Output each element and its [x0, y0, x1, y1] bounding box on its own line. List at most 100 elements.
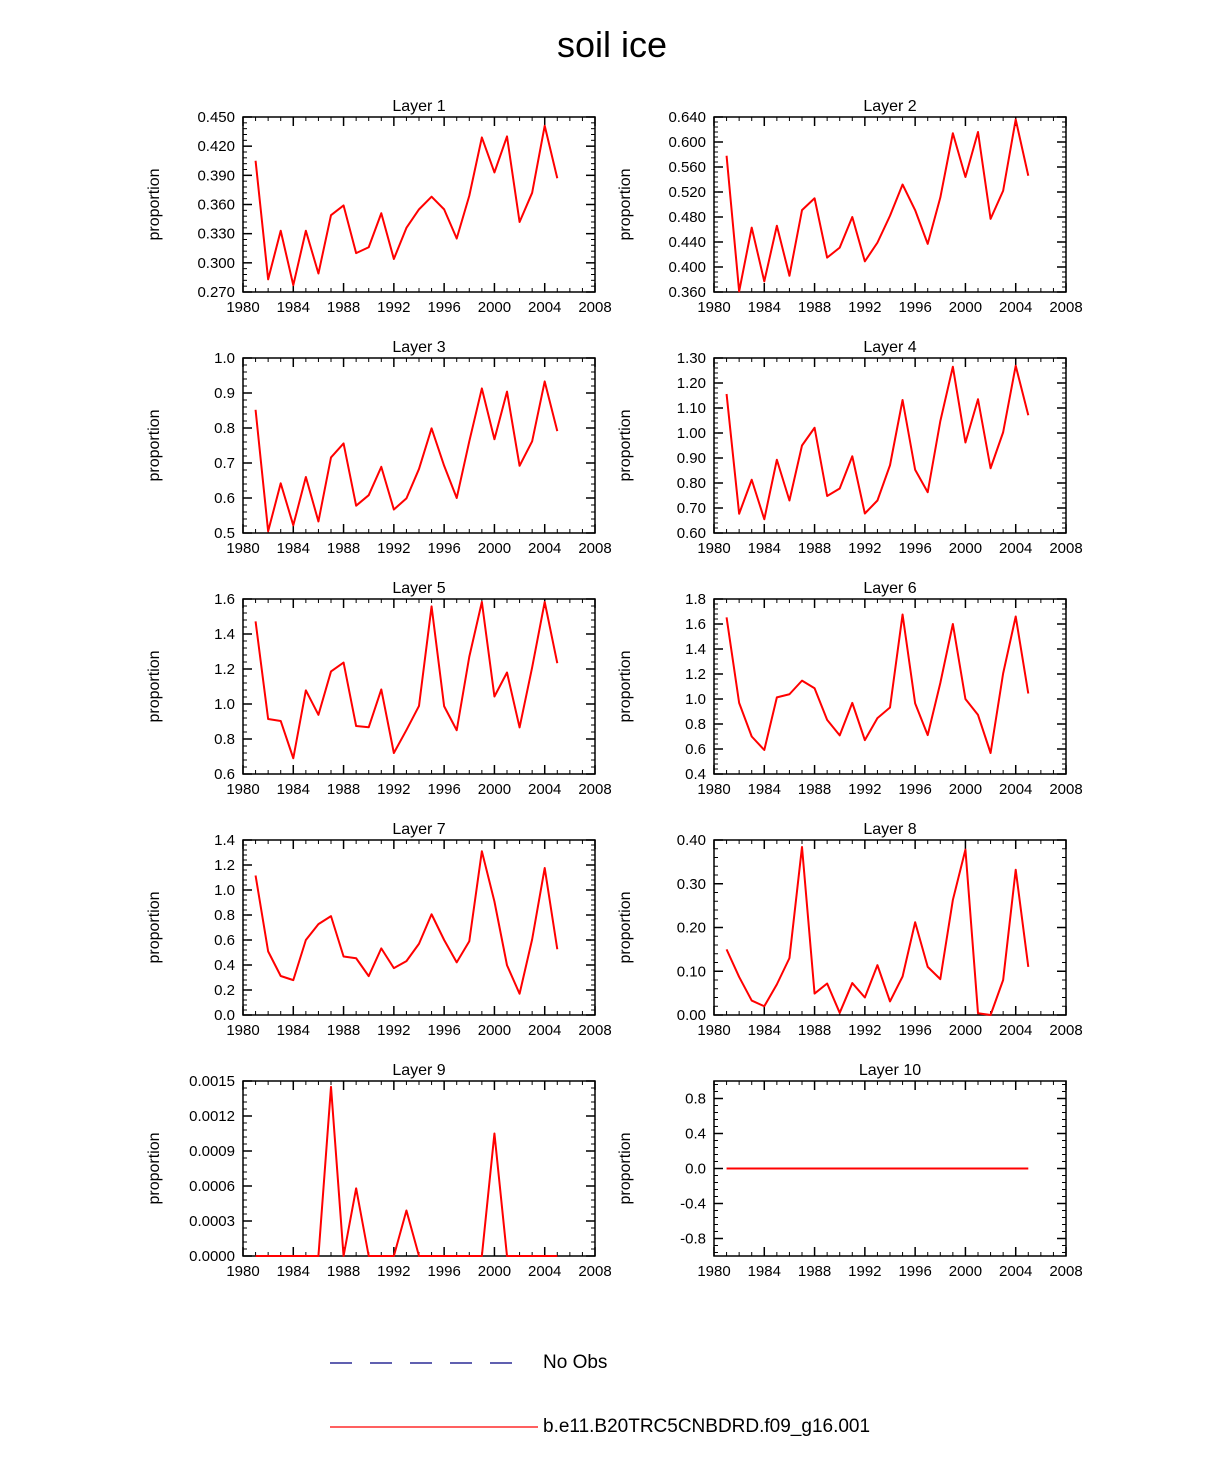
y-tick-label: 0.8	[214, 731, 235, 748]
y-tick-label: 0.60	[677, 525, 706, 542]
y-tick-label: 1.0	[214, 350, 235, 367]
x-tick-label: 2008	[1049, 1022, 1082, 1039]
x-tick-label: 2000	[478, 781, 511, 798]
y-tick-label: 0.360	[668, 284, 706, 301]
x-tick-label: 1988	[327, 781, 360, 798]
y-tick-label: 0.00	[677, 1007, 706, 1024]
x-tick-label: 1980	[226, 299, 259, 316]
y-tick-label: 0.640	[668, 109, 706, 126]
y-tick-label: 1.4	[685, 641, 706, 658]
y-tick-label: 0.6	[214, 932, 235, 949]
y-tick-label: 1.4	[214, 626, 235, 643]
x-tick-label: 2000	[478, 299, 511, 316]
y-tick-label: 0.440	[668, 234, 706, 251]
x-tick-label: 2000	[478, 1263, 511, 1280]
chart-panel-6: Layer 6 proportion 1980 1984 1988 1992 1996 200…	[617, 580, 1083, 798]
x-tick-label: 1988	[798, 1022, 831, 1039]
x-tick-label: 1980	[226, 1263, 259, 1280]
panel-title: Layer 3	[392, 339, 445, 356]
x-tick-label: 1988	[327, 540, 360, 557]
y-tick-label: 0.7	[214, 455, 235, 472]
plot-frame	[713, 839, 1067, 1016]
y-tick-label: 0.40	[677, 832, 706, 849]
y-tick-label: 0.390	[197, 167, 235, 184]
y-tick-label: 0.80	[677, 475, 706, 492]
x-tick-label: 1992	[848, 540, 881, 557]
y-tick-label: 0.2	[214, 982, 235, 999]
y-tick-label: 0.10	[677, 963, 706, 980]
y-tick-label: 0.6	[685, 741, 706, 758]
y-tick-label: 0.0006	[189, 1178, 235, 1195]
chart-panel-4: Layer 4 proportion 1980 1984 1988 1992 1996 200…	[617, 339, 1083, 557]
series-line	[725, 364, 1030, 521]
x-tick-label: 1984	[748, 1022, 781, 1039]
y-tick-label: 0.5	[214, 525, 235, 542]
x-tick-label: 1996	[898, 1263, 931, 1280]
x-tick-label: 2004	[999, 1022, 1032, 1039]
y-tick-label: 0.0009	[189, 1143, 235, 1160]
chart-panel-3: Layer 3 proportion 1980 1984 1988 1992 1996 200…	[146, 339, 612, 557]
x-tick-label: 1980	[226, 1022, 259, 1039]
series-line	[255, 1085, 558, 1257]
y-tick-label: 0.480	[668, 209, 706, 226]
y-axis-label: proportion	[617, 409, 634, 481]
y-tick-label: 1.20	[677, 375, 706, 392]
x-tick-label: 1996	[427, 540, 460, 557]
y-tick-label: 0.20	[677, 920, 706, 937]
y-axis-label: proportion	[146, 168, 163, 240]
x-tick-label: 1996	[898, 540, 931, 557]
x-tick-label: 1992	[848, 1263, 881, 1280]
y-tick-label: 0.30	[677, 876, 706, 893]
y-tick-label: 0.6	[214, 490, 235, 507]
x-tick-label: 1996	[427, 781, 460, 798]
x-tick-label: 1988	[798, 1263, 831, 1280]
y-tick-label: -0.4	[680, 1196, 706, 1213]
y-tick-label: 1.10	[677, 400, 706, 417]
x-tick-label: 1980	[697, 1263, 730, 1280]
series-line	[254, 850, 559, 995]
x-tick-label: 1988	[798, 299, 831, 316]
y-axis-label: proportion	[617, 168, 634, 240]
y-tick-label: 1.8	[685, 591, 706, 608]
y-axis-label: proportion	[146, 650, 163, 722]
plot-frame	[242, 1080, 596, 1257]
x-tick-label: 2004	[999, 1263, 1032, 1280]
panel-title: Layer 7	[392, 821, 445, 838]
y-tick-label: 0.6	[214, 766, 235, 783]
x-tick-label: 1992	[377, 540, 410, 557]
series-line	[254, 380, 559, 533]
x-tick-label: 2008	[578, 781, 611, 798]
x-tick-label: 2000	[949, 1263, 982, 1280]
y-tick-label: 1.00	[677, 425, 706, 442]
x-tick-label: 2008	[578, 1022, 611, 1039]
x-tick-label: 1996	[427, 299, 460, 316]
y-axis-label: proportion	[617, 891, 634, 963]
legend-model-label: b.e11.B20TRC5CNBDRD.f09_g16.001	[543, 1416, 871, 1437]
x-tick-label: 1980	[226, 781, 259, 798]
x-tick-label: 2004	[528, 1022, 561, 1039]
x-tick-label: 1988	[798, 540, 831, 557]
y-tick-label: 1.0	[214, 696, 235, 713]
y-tick-label: 0.4	[685, 766, 706, 783]
series-line	[254, 600, 559, 760]
panel-title: Layer 6	[863, 580, 916, 597]
y-tick-label: 1.6	[214, 591, 235, 608]
y-tick-label: 0.0003	[189, 1213, 235, 1230]
panel-title: Layer 8	[863, 821, 916, 838]
x-tick-label: 1980	[226, 540, 259, 557]
y-tick-label: 1.4	[214, 832, 235, 849]
x-tick-label: 1988	[798, 781, 831, 798]
chart-panel-10: Layer 10 proportion 1980 1984 1988 1992 1996 20…	[617, 1062, 1083, 1280]
x-tick-label: 2004	[999, 299, 1032, 316]
x-tick-label: 2000	[478, 1022, 511, 1039]
x-tick-label: 2008	[1049, 781, 1082, 798]
chart-panels: Layer 1 proportion 1980 1984 1988 1992 1996 200…	[146, 98, 1083, 1280]
x-tick-label: 1992	[848, 1022, 881, 1039]
x-tick-label: 1984	[277, 1263, 310, 1280]
y-tick-label: 0.520	[668, 184, 706, 201]
x-tick-label: 2008	[578, 299, 611, 316]
y-tick-label: 0.8	[685, 1091, 706, 1108]
y-tick-label: 0.560	[668, 159, 706, 176]
page-title: soil ice	[556, 24, 668, 65]
x-tick-label: 1996	[898, 781, 931, 798]
